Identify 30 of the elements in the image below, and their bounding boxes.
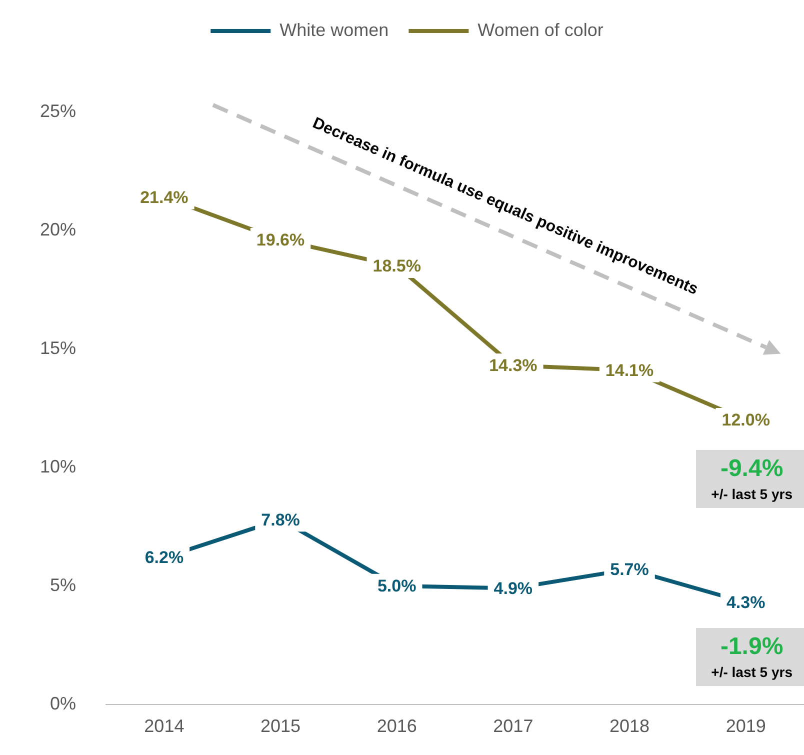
legend-label: White women [280,20,389,40]
y-tick-label: 10% [40,456,76,476]
data-label: 19.6% [256,230,305,250]
x-tick-label: 2015 [260,716,301,736]
data-label: 6.2% [144,548,184,568]
data-label: 21.4% [140,188,188,207]
data-label: 5.0% [377,576,416,596]
data-label: 12.0% [722,410,770,430]
legend-label: Women of color [478,20,604,40]
data-label: 14.1% [605,360,654,380]
annotation: -1.9% +/- last 5 yrs [710,632,794,682]
x-tick-label: 2019 [726,716,766,736]
label-panel: -1.9% +/- last 5 yrs [696,628,804,686]
data-label: 14.3% [489,356,538,376]
y-tick-label: 25% [40,100,76,121]
label-panel: -9.4% +/- last 5 yrs [696,450,804,508]
x-tick-label: 2016 [376,716,417,736]
y-tick-label: 5% [50,574,76,595]
x-tick-label: 2014 [144,716,184,736]
y-tick-label: 20% [40,219,76,240]
annotation: -9.4% +/- last 5 yrs [710,454,794,504]
data-label: 4.9% [494,578,533,598]
x-tick-label: 2018 [609,716,650,736]
data-label: 7.8% [261,510,300,530]
data-label: 18.5% [372,256,421,276]
y-tick-label: 0% [50,693,76,714]
x-tick-label: 2017 [493,716,534,736]
y-tick-label: 15% [40,338,76,358]
data-label: 5.7% [610,560,649,580]
data-label: 4.3% [726,593,766,612]
